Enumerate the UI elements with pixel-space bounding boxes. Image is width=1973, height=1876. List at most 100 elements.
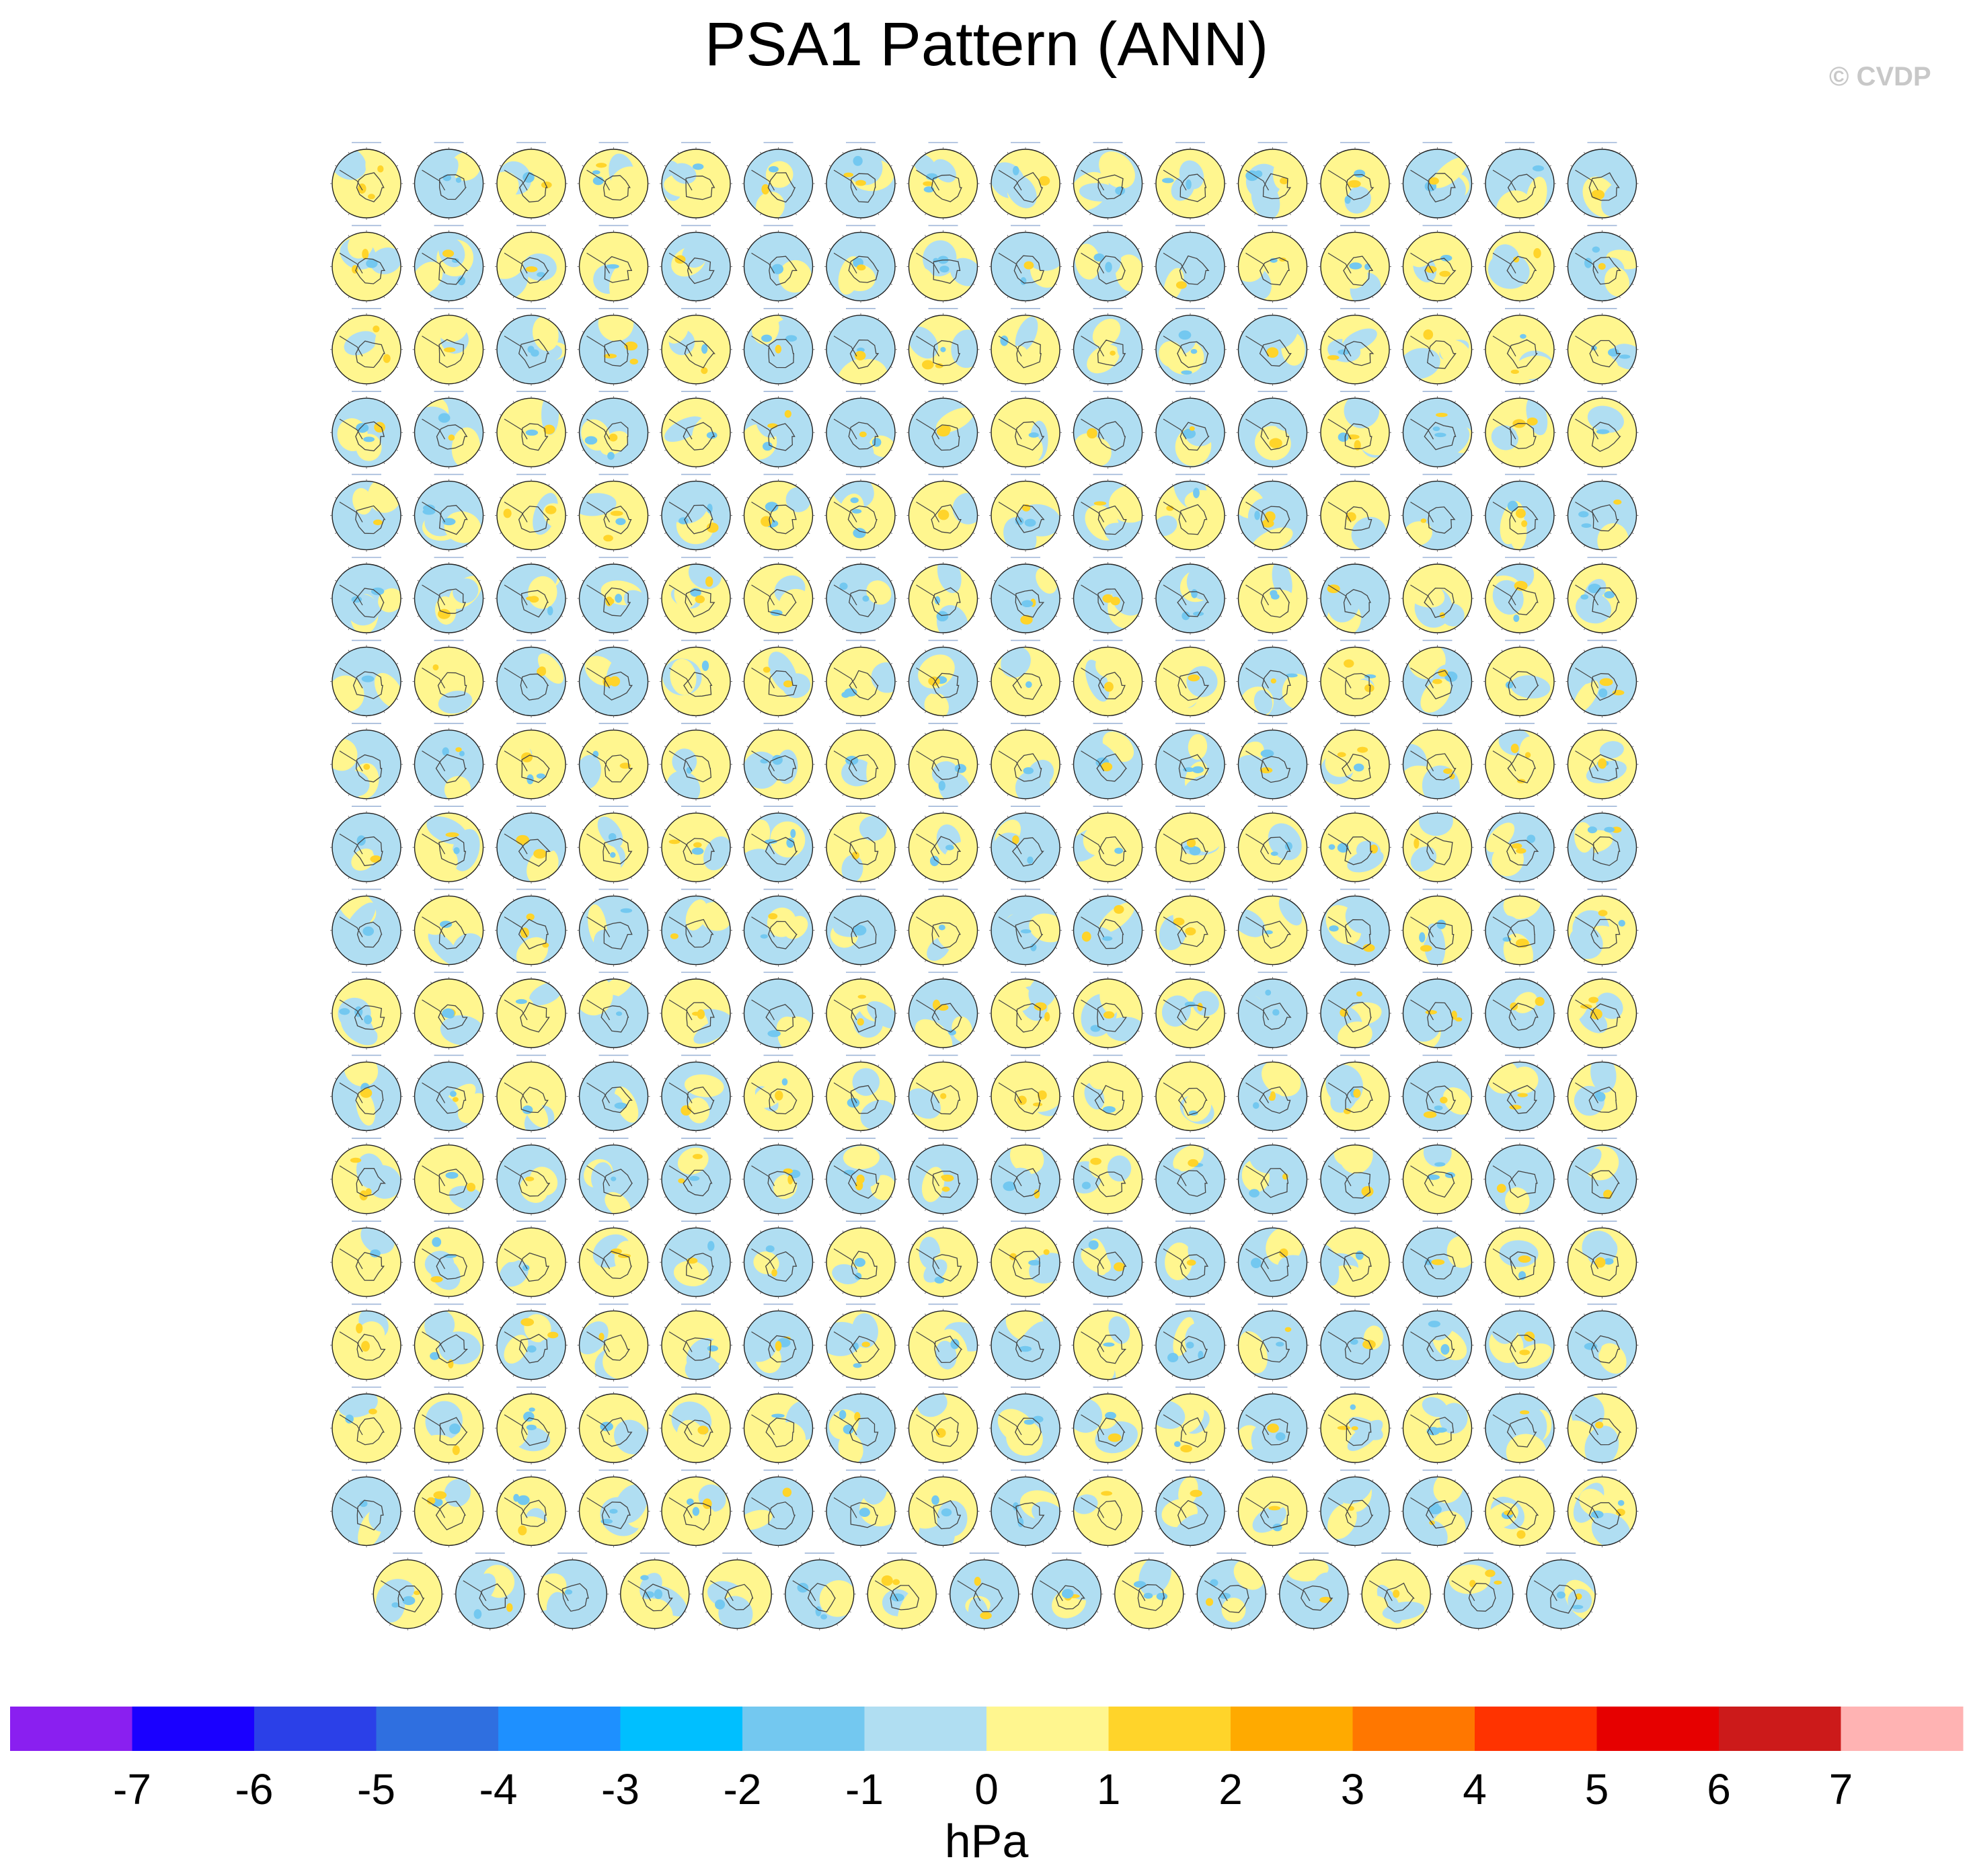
psa1-panel xyxy=(412,723,486,801)
psa1-panel xyxy=(412,1303,486,1382)
psa1-panel xyxy=(330,639,403,718)
psa1-panel xyxy=(330,142,403,220)
psa1-panel xyxy=(1071,972,1145,1050)
psa1-panel xyxy=(1154,1386,1227,1464)
psa1-panel xyxy=(330,972,403,1050)
psa1-panel xyxy=(1401,307,1474,386)
psa1-panel xyxy=(1154,225,1227,303)
psa1-panel xyxy=(1236,639,1309,718)
psa1-panel xyxy=(660,1469,732,1548)
psa1-panel xyxy=(1319,142,1391,220)
psa1-panel xyxy=(330,1469,403,1548)
psa1-panel xyxy=(989,557,1062,635)
psa1-panel xyxy=(660,307,732,386)
psa1-panel xyxy=(989,806,1062,884)
psa1-panel xyxy=(660,473,732,552)
chart-title: PSA1 Pattern (ANN) xyxy=(704,10,1269,79)
colorbar-tick-label: -7 xyxy=(113,1765,151,1813)
colorbar-segment xyxy=(254,1707,377,1751)
colorbar-tick-label: 4 xyxy=(1463,1765,1487,1813)
colorbar-tick-label: 5 xyxy=(1585,1765,1609,1813)
psa1-panel xyxy=(1319,557,1391,635)
psa1-panel xyxy=(660,888,732,967)
psa1-panel xyxy=(371,1553,444,1631)
psa1-panel xyxy=(1071,723,1145,801)
psa1-panel xyxy=(618,1553,691,1631)
psa1-panel xyxy=(495,473,568,552)
psa1-panel xyxy=(1565,1138,1639,1216)
psa1-panel xyxy=(906,473,980,552)
psa1-panel xyxy=(989,307,1062,386)
psa1-panel xyxy=(495,1054,568,1133)
colorbar-segment xyxy=(620,1707,743,1751)
colorbar-tick-label: -6 xyxy=(235,1765,274,1813)
psa1-panel xyxy=(742,557,815,635)
psa1-panel xyxy=(330,1220,403,1299)
psa1-panel xyxy=(1442,1553,1515,1631)
psa1-panel xyxy=(1071,1469,1145,1548)
psa1-panel xyxy=(1565,1469,1639,1548)
psa1-panel xyxy=(1401,557,1474,635)
psa1-panel xyxy=(660,225,732,303)
psa1-panel xyxy=(824,639,897,718)
psa1-panel xyxy=(412,1138,486,1216)
psa1-panel xyxy=(1319,1303,1391,1382)
psa1-panel xyxy=(824,142,897,220)
psa1-panel xyxy=(660,723,732,801)
psa1-panel xyxy=(412,142,486,220)
psa1-panel xyxy=(906,1469,980,1548)
psa1-panel xyxy=(824,1220,897,1299)
psa1-panel xyxy=(412,806,486,884)
psa1-panel xyxy=(989,1138,1062,1216)
colorbar-segment xyxy=(864,1707,987,1751)
psa1-panel xyxy=(495,391,568,469)
psa1-panel xyxy=(577,1303,650,1382)
psa1-panel xyxy=(412,1469,486,1548)
psa1-panel xyxy=(989,1386,1062,1464)
psa1-panel xyxy=(1483,142,1556,220)
psa1-panel xyxy=(989,1054,1062,1133)
psa1-panel xyxy=(1319,391,1391,469)
psa1-panel xyxy=(742,142,815,220)
psa1-panel xyxy=(989,723,1062,801)
psa1-panel xyxy=(1236,1303,1309,1382)
psa1-panel xyxy=(906,557,980,635)
colorbar-segment xyxy=(1231,1707,1353,1751)
psa1-panel xyxy=(1236,1469,1309,1548)
colorbar-tick-label: 2 xyxy=(1218,1765,1243,1813)
psa1-panel xyxy=(989,1303,1062,1382)
psa1-panel xyxy=(1565,225,1639,303)
psa1-panel xyxy=(577,142,650,220)
psa1-panel xyxy=(330,806,403,884)
psa1-panel xyxy=(1483,806,1556,884)
psa1-panel xyxy=(1236,1386,1309,1464)
colorbar-tick-label: 0 xyxy=(974,1765,999,1813)
psa1-panel xyxy=(1401,888,1474,967)
psa1-panel xyxy=(989,142,1062,220)
psa1-panel xyxy=(1565,142,1639,220)
psa1-panel xyxy=(1565,888,1639,967)
psa1-panel xyxy=(1319,639,1391,718)
psa1-panel xyxy=(1071,1386,1145,1464)
psa1-panel xyxy=(412,557,486,635)
psa1-panel xyxy=(412,473,486,552)
psa1-panel xyxy=(495,1303,568,1382)
colorbar-segment xyxy=(1719,1707,1841,1751)
psa1-panel xyxy=(1071,391,1145,469)
colorbar-tick-label: -3 xyxy=(601,1765,640,1813)
psa1-panel xyxy=(1565,723,1639,801)
psa1-panel xyxy=(906,225,980,303)
colorbar-segment xyxy=(986,1707,1109,1751)
psa1-panel xyxy=(1154,1303,1227,1382)
psa1-panel xyxy=(1319,1054,1391,1133)
psa1-panel xyxy=(906,1220,980,1299)
psa1-panel xyxy=(989,473,1062,552)
psa1-panel xyxy=(495,1220,568,1299)
psa1-panel xyxy=(1401,1054,1474,1133)
psa1-panel xyxy=(495,888,568,967)
psa1-panel xyxy=(1565,557,1639,635)
psa1-panel xyxy=(1071,806,1145,884)
psa1-panel xyxy=(577,557,650,635)
psa1-panel xyxy=(660,1054,732,1133)
psa1-panel xyxy=(989,972,1062,1050)
